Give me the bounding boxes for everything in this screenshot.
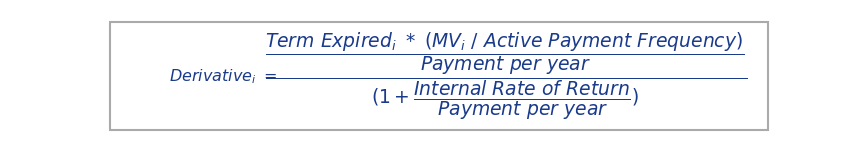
Text: $\dfrac{\dfrac{\mathit{Term\ Expired}_{i}\ *\ \mathit{(MV}_{i}\mathit{\ /\ Activ: $\dfrac{\dfrac{\mathit{Term\ Expired}_{i…	[265, 31, 746, 122]
Text: $\mathit{Derivative}_{\mathit{i}}\ =$: $\mathit{Derivative}_{\mathit{i}}\ =$	[170, 67, 278, 86]
